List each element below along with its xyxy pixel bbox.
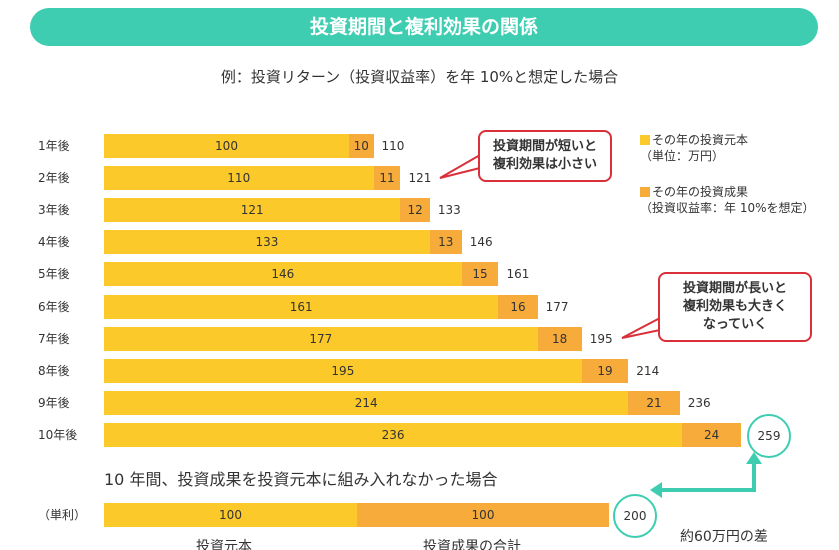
callout-long-line: なっていく (702, 317, 768, 332)
subtitle: 例：投資リターン（投資収益率）を年 10%と想定した場合 (220, 68, 619, 86)
category-label: 8年後 (38, 363, 70, 378)
gain-bar: 12 (400, 198, 430, 223)
simple-label: （単利） (38, 508, 87, 522)
callout-short-line: 複利効果は小さい (492, 157, 597, 172)
legend-principal: その年の投資元本 （単位：万円） (640, 132, 748, 164)
gain-bar: 15 (461, 262, 499, 287)
category-label: 7年後 (38, 331, 70, 346)
total-label: 146 (469, 235, 493, 250)
gain-caption: 投資成果の合計 (423, 539, 521, 550)
principal-bar: 161 (104, 294, 499, 319)
callout-long: 投資期間が長いと 複利効果も大きく なっていく (658, 272, 812, 342)
simple-gain-bar: 100 (357, 503, 609, 527)
simple-heading: 10 年間、投資成果を投資元本に組み入れなかった場合 (104, 470, 498, 489)
callout-short: 投資期間が短いと 複利効果は小さい (478, 130, 612, 182)
gain-bar: 19 (581, 358, 629, 383)
gain-bar: 16 (498, 294, 538, 319)
gain-bar: 21 (628, 390, 680, 415)
gain-bar: 24 (682, 422, 741, 447)
principal-bar: 146 (104, 262, 462, 287)
gain-bar: 13 (429, 230, 462, 255)
category-label: 10年後 (38, 427, 78, 442)
difference-label: 約60万円の差 (680, 529, 768, 545)
category-label: 6年後 (38, 299, 70, 314)
principal-bar: 236 (104, 422, 683, 447)
total-label: 236 (687, 395, 711, 410)
title-banner: 投資期間と複利効果の関係 (30, 8, 818, 46)
total-label: 214 (636, 363, 660, 378)
total-label: 133 (437, 203, 461, 218)
legend-principal-note: （単位：万円） (640, 149, 725, 163)
category-label: 3年後 (38, 203, 70, 218)
principal-bar: 195 (104, 358, 582, 383)
total-label: 161 (506, 267, 530, 282)
principal-bar: 133 (104, 230, 430, 255)
category-label: 5年後 (38, 267, 70, 282)
principal-caption: 投資元本 (196, 539, 252, 550)
total-label: 177 (545, 299, 569, 314)
total-circle: 259 (747, 413, 791, 458)
principal-bar: 121 (104, 198, 401, 223)
legend-gain-label: その年の投資成果 (652, 185, 749, 199)
gain-bar: 11 (373, 166, 401, 191)
principal-bar: 100 (104, 134, 349, 158)
total-label: 121 (408, 171, 432, 186)
callout-short-line: 投資期間が短いと (492, 139, 597, 154)
simple-principal-bar: 100 (104, 503, 357, 527)
legend-gain: その年の投資成果 （投資収益率：年 10%を想定） (640, 184, 815, 216)
arrow-left-icon (650, 482, 662, 498)
callout-long-line: 複利効果も大きく (682, 299, 787, 314)
category-label: 4年後 (38, 235, 70, 250)
principal-bar: 110 (104, 166, 374, 191)
total-label: 110 (381, 139, 405, 153)
callout-long-line: 投資期間が長いと (682, 281, 787, 296)
legend-principal-label: その年の投資元本 (652, 133, 749, 147)
category-label: 1年後 (38, 139, 70, 153)
gain-bar: 10 (349, 134, 374, 158)
arrow-up-icon (746, 452, 762, 464)
category-label: 9年後 (38, 395, 70, 410)
gain-bar: 18 (537, 326, 582, 351)
principal-bar: 177 (104, 326, 538, 351)
simple-total-circle: 200 (613, 494, 657, 538)
legend-swatch-principal (640, 135, 650, 145)
principal-bar: 214 (104, 390, 629, 415)
total-label: 195 (589, 331, 613, 346)
legend-swatch-gain (640, 187, 650, 197)
legend-gain-note: （投資収益率：年 10%を想定） (640, 201, 815, 215)
category-label: 2年後 (38, 171, 70, 186)
